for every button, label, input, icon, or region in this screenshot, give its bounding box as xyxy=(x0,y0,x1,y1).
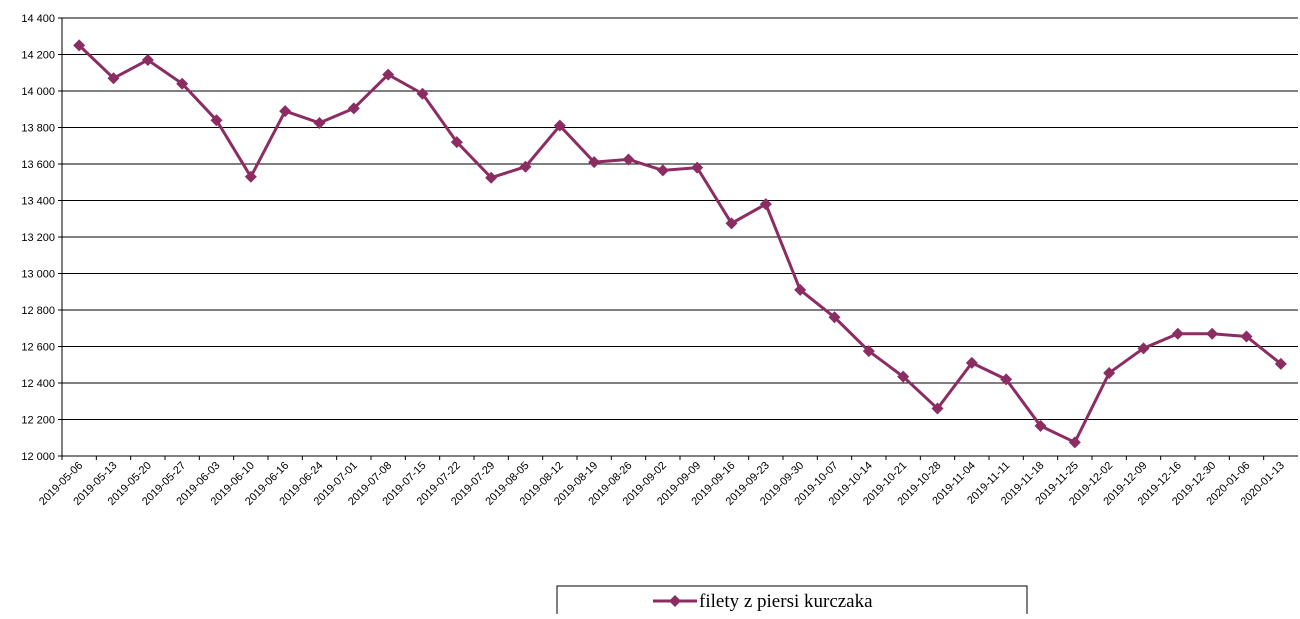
point-marker xyxy=(931,402,944,415)
point-marker xyxy=(279,105,292,118)
y-tick-label: 12 800 xyxy=(21,305,55,317)
point-marker xyxy=(1068,436,1081,449)
point-marker xyxy=(828,311,841,324)
point-marker xyxy=(485,171,498,184)
point-marker xyxy=(1103,366,1116,379)
y-tick-label: 14 200 xyxy=(21,50,55,62)
point-marker xyxy=(622,153,635,166)
point-marker xyxy=(73,39,86,52)
point-marker xyxy=(965,356,978,369)
point-marker xyxy=(553,119,566,132)
point-marker xyxy=(691,161,704,174)
legend-box xyxy=(556,585,1028,617)
y-tick-label: 13 400 xyxy=(21,196,55,208)
y-tick-label: 12 200 xyxy=(21,415,55,427)
point-marker xyxy=(656,164,669,177)
point-marker xyxy=(176,77,189,90)
y-tick-label: 12 000 xyxy=(21,451,55,463)
point-marker xyxy=(759,198,772,211)
point-marker xyxy=(588,156,601,169)
point-marker xyxy=(313,116,326,129)
point-marker xyxy=(244,170,257,183)
y-tick-label: 13 600 xyxy=(21,159,55,171)
y-tick-label: 13 000 xyxy=(21,269,55,281)
point-marker xyxy=(1206,327,1219,340)
y-tick-label: 13 800 xyxy=(21,123,55,135)
point-marker xyxy=(382,68,395,81)
legend-label: filety z piersi kurczaka xyxy=(699,591,873,612)
point-marker xyxy=(141,53,154,66)
y-tick-label: 12 400 xyxy=(21,378,55,390)
point-marker xyxy=(1034,419,1047,432)
point-marker xyxy=(897,370,910,383)
y-tick-label: 14 400 xyxy=(21,13,55,25)
point-marker xyxy=(794,283,807,296)
legend-marker xyxy=(669,595,681,607)
point-marker xyxy=(416,87,429,100)
point-marker xyxy=(1171,327,1184,340)
point-marker xyxy=(210,114,223,127)
point-marker xyxy=(1240,330,1253,343)
y-tick-label: 12 600 xyxy=(21,342,55,354)
point-marker xyxy=(725,217,738,230)
point-marker xyxy=(1274,357,1287,370)
point-marker xyxy=(107,72,120,85)
point-marker xyxy=(450,136,463,149)
point-marker xyxy=(519,160,532,173)
point-marker xyxy=(347,102,360,115)
point-marker xyxy=(862,345,875,358)
series-line xyxy=(78,44,1282,445)
point-marker xyxy=(1000,373,1013,386)
y-tick-label: 14 000 xyxy=(21,86,55,98)
y-tick-label: 13 200 xyxy=(21,232,55,244)
point-marker xyxy=(1137,342,1150,355)
